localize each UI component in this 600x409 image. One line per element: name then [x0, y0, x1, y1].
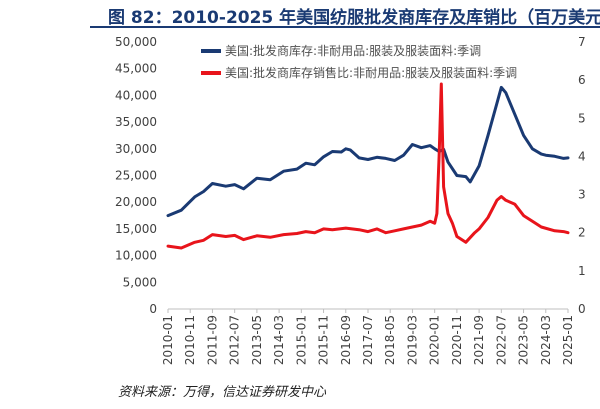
y-right-tick-label: 5: [578, 111, 586, 125]
y-right-axis: 0 1 2 3 4 5 6 7: [578, 35, 586, 316]
chart-svg: 0 5,000 10,000 15,000 20,000 25,000 30,000 35,0…: [115, 35, 586, 365]
y-left-tick-label: 15,000: [115, 222, 157, 236]
y-right-tick-label: 1: [578, 264, 586, 278]
y-right-tick-label: 4: [578, 149, 586, 163]
series-lines: [166, 82, 570, 250]
y-left-tick-label: 30,000: [115, 142, 157, 156]
series-line-inventory: [166, 85, 570, 218]
legend: 美国:批发商库存:非耐用品:服装及服装面料:季调 美国:批发商库存销售比:非耐用…: [201, 43, 517, 80]
y-left-tick-label: 45,000: [115, 62, 157, 76]
y-right-tick-label: 3: [578, 188, 586, 202]
x-tick-label: 2019-03: [405, 315, 419, 365]
x-tick-label: 2017-07: [361, 315, 375, 365]
y-left-tick-label: 5,000: [123, 275, 157, 289]
x-tick-label: 2016-09: [339, 315, 353, 365]
x-tick-label: 2022-07: [494, 315, 508, 365]
x-tick-label: 2025-01: [561, 315, 575, 365]
x-tick-label: 2021-09: [472, 315, 486, 365]
x-tick-label: 2010-01: [161, 315, 175, 365]
legend-label-inventory: 美国:批发商库存:非耐用品:服装及服装面料:季调: [225, 43, 481, 58]
x-tick-label: 2011-09: [205, 315, 219, 365]
x-tick-label: 2020-11: [450, 315, 464, 365]
x-tick-label: 2012-07: [228, 315, 242, 365]
legend-label-ratio: 美国:批发商库存销售比:非耐用品:服装及服装面料:季调: [225, 65, 517, 80]
x-tick-label: 2013-05: [250, 315, 264, 365]
y-left-tick-label: 20,000: [115, 195, 157, 209]
title-rule: [90, 26, 600, 28]
source-note: 资料来源：万得，信达证券研发中心: [118, 385, 327, 400]
x-tick-label: 2015-01: [294, 315, 308, 365]
y-left-tick-label: 40,000: [115, 88, 157, 102]
y-left-axis: 0 5,000 10,000 15,000 20,000 25,000 30,000 35,0…: [115, 35, 157, 316]
y-right-tick-label: 2: [578, 226, 586, 240]
x-tick-label: 2023-05: [517, 315, 531, 365]
plot-area: 0 5,000 10,000 15,000 20,000 25,000 30,000 35,0…: [115, 35, 586, 365]
x-tick-label: 2020-01: [428, 315, 442, 365]
y-left-tick-label: 35,000: [115, 115, 157, 129]
y-left-tick-label: 0: [149, 302, 157, 316]
series-line-ratio: [166, 82, 570, 250]
y-right-tick-label: 7: [578, 35, 586, 49]
x-tick-label: 2015-11: [317, 315, 331, 365]
x-axis: 2010-01 2010-11 2011-09 2012-07 2013-05 2014-…: [161, 309, 575, 365]
y-left-tick-label: 25,000: [115, 169, 157, 183]
y-left-tick-label: 50,000: [115, 35, 157, 49]
x-tick-label: 2010-11: [183, 315, 197, 365]
x-tick-label: 2018-05: [383, 315, 397, 365]
y-right-tick-label: 6: [578, 73, 586, 87]
chart-title: 图 82：2010-2025 年美国纺服批发商库存及库销比（百万美元: [108, 8, 600, 28]
x-tick-label: 2014-03: [272, 315, 286, 365]
y-left-tick-label: 10,000: [115, 249, 157, 263]
x-tick-label: 2024-03: [539, 315, 553, 365]
y-right-tick-label: 0: [578, 302, 586, 316]
